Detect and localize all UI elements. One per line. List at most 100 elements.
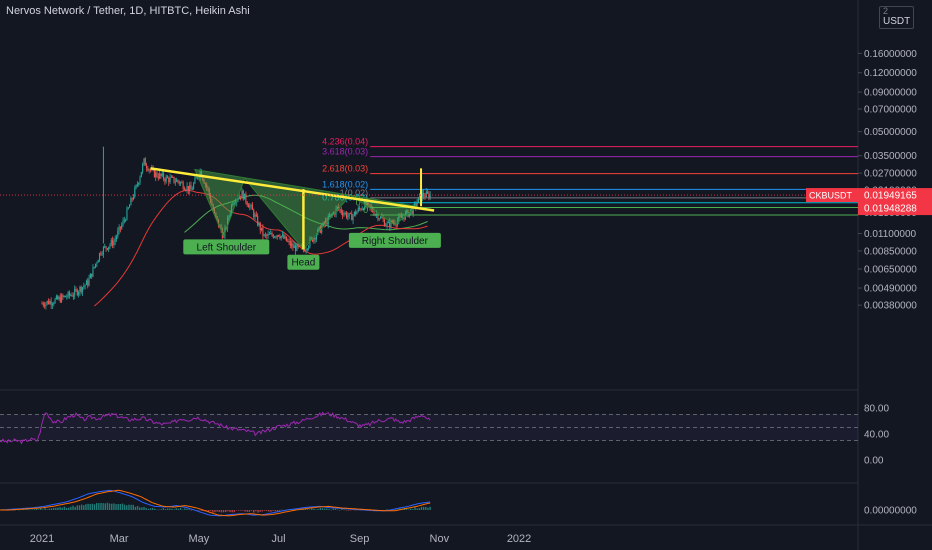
macd-bar bbox=[85, 504, 87, 510]
candle-body bbox=[49, 301, 51, 305]
candle-body bbox=[68, 292, 70, 296]
fib-level-label: 1.618(0.02) bbox=[322, 179, 368, 189]
candle-body bbox=[78, 292, 80, 295]
candle-body bbox=[57, 296, 59, 300]
macd-bar bbox=[35, 508, 38, 510]
currency-selector[interactable]: 2 USDT bbox=[879, 6, 915, 29]
candle-body bbox=[166, 176, 169, 178]
macd-bar bbox=[50, 508, 53, 510]
macd-bar bbox=[33, 509, 36, 510]
macd-bar bbox=[162, 508, 165, 510]
macd-bar bbox=[268, 510, 270, 512]
macd-bar bbox=[160, 509, 162, 510]
price-tick-label: 0.00490000 bbox=[864, 284, 917, 295]
macd-bar bbox=[427, 507, 429, 510]
candle-body bbox=[193, 183, 195, 189]
macd-bar bbox=[123, 504, 126, 510]
time-tick-label: Mar bbox=[110, 533, 129, 545]
candle-body bbox=[139, 177, 141, 183]
candle-body bbox=[129, 205, 131, 208]
macd-bar bbox=[302, 509, 304, 510]
candle-body bbox=[196, 177, 199, 179]
candle-body bbox=[284, 236, 286, 239]
candle-body bbox=[268, 233, 270, 235]
candle-body bbox=[189, 185, 191, 192]
macd-bar bbox=[128, 504, 130, 510]
candle-body bbox=[178, 181, 180, 184]
macd-bar bbox=[304, 508, 307, 510]
candle-body bbox=[306, 248, 308, 250]
candle-body bbox=[279, 236, 281, 239]
candle-body bbox=[332, 212, 335, 215]
candle-body bbox=[377, 213, 379, 220]
candle-body bbox=[410, 209, 412, 213]
candle-body bbox=[336, 206, 338, 209]
candle-body bbox=[270, 233, 272, 235]
macd-bar bbox=[166, 508, 169, 510]
candle-body bbox=[318, 226, 320, 230]
candle-body bbox=[54, 298, 56, 304]
macd-bar bbox=[179, 507, 182, 510]
candle-body bbox=[76, 289, 78, 295]
candle-body bbox=[395, 224, 397, 226]
rsi-tick-label: 40.00 bbox=[864, 430, 889, 441]
macd-bar bbox=[222, 510, 225, 513]
symbol-tag-label: CKBUSDT bbox=[809, 191, 853, 201]
candle-body bbox=[247, 205, 250, 208]
candle-body bbox=[287, 241, 289, 243]
candle-body bbox=[425, 191, 427, 198]
candle-body bbox=[321, 226, 323, 233]
candle-body bbox=[429, 194, 431, 198]
macd-bar bbox=[278, 510, 281, 512]
macd-bar bbox=[227, 510, 229, 512]
candle-body bbox=[322, 222, 324, 227]
candle-body bbox=[212, 205, 214, 211]
candle-body bbox=[342, 212, 344, 216]
candle-body bbox=[246, 202, 248, 206]
candle-body bbox=[250, 204, 252, 206]
candle-body bbox=[89, 273, 91, 279]
candle-body bbox=[87, 280, 89, 286]
macd-bar bbox=[93, 504, 96, 510]
candle-body bbox=[264, 234, 267, 236]
head-and-shoulders-pattern bbox=[194, 168, 419, 251]
candle-body bbox=[119, 226, 121, 229]
price-tick-label: 0.02700000 bbox=[864, 169, 917, 180]
macd-bar bbox=[149, 508, 152, 510]
candle-body bbox=[376, 213, 378, 215]
candle-body bbox=[271, 233, 273, 236]
macd-bar bbox=[57, 507, 59, 510]
macd-bar bbox=[37, 509, 40, 510]
price-tick-label: 0.00650000 bbox=[864, 264, 917, 275]
candle-body bbox=[261, 227, 263, 231]
candle-body bbox=[173, 176, 175, 183]
macd-bar bbox=[347, 510, 350, 511]
candle-body bbox=[143, 158, 145, 165]
candle-body bbox=[403, 217, 405, 220]
macd-bar bbox=[308, 509, 311, 511]
macd-bar bbox=[216, 510, 218, 512]
pattern-label-text: Right Shoulder bbox=[362, 236, 429, 247]
macd-bar bbox=[422, 506, 425, 510]
candle-body bbox=[379, 216, 382, 219]
candle-body bbox=[117, 230, 119, 237]
candle-body bbox=[101, 254, 103, 256]
macd-bar bbox=[48, 508, 51, 510]
macd-bar bbox=[326, 508, 328, 510]
fib-level-label: 2.618(0.03) bbox=[322, 164, 368, 174]
candle-body bbox=[237, 198, 239, 200]
macd-bar bbox=[78, 505, 81, 510]
macd-bar bbox=[313, 508, 315, 510]
candle-body bbox=[366, 202, 368, 206]
candle-body bbox=[46, 300, 48, 304]
candle-body bbox=[127, 207, 129, 209]
macd-bar bbox=[143, 506, 145, 510]
candle-body bbox=[385, 225, 387, 227]
candle-body bbox=[325, 220, 327, 225]
candle-body bbox=[362, 208, 365, 210]
macd-bar bbox=[18, 509, 20, 511]
candle-body bbox=[169, 177, 171, 183]
macd-bar bbox=[121, 503, 124, 510]
candle-body bbox=[51, 304, 54, 306]
